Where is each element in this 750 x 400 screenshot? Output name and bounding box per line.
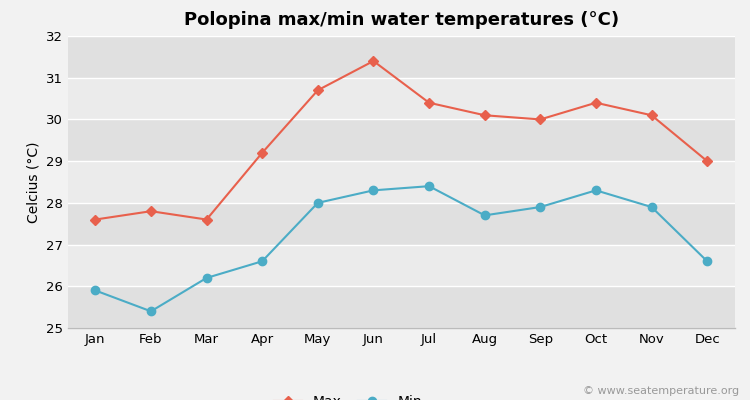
Min	[146, 309, 155, 314]
Max	[592, 100, 601, 105]
Min	[314, 200, 322, 205]
Max	[647, 113, 656, 118]
Max	[146, 209, 155, 214]
Bar	[68, 78, 735, 120]
Min	[91, 288, 100, 293]
Min	[480, 213, 489, 218]
Bar	[68, 286, 735, 328]
Legend: Max, Min: Max, Min	[274, 395, 422, 400]
Bar	[68, 36, 735, 78]
Text: © www.seatemperature.org: © www.seatemperature.org	[583, 386, 739, 396]
Min	[202, 276, 211, 280]
Bar	[68, 161, 735, 203]
Max	[369, 59, 378, 64]
Bar	[68, 120, 735, 161]
Min	[258, 259, 267, 264]
Max	[202, 217, 211, 222]
Max	[424, 100, 433, 105]
Min	[369, 188, 378, 193]
Max	[91, 217, 100, 222]
Bar	[68, 203, 735, 244]
Y-axis label: Celcius (°C): Celcius (°C)	[26, 141, 40, 223]
Min	[536, 205, 544, 210]
Title: Polopina max/min water temperatures (°C): Polopina max/min water temperatures (°C)	[184, 11, 619, 29]
Max	[258, 150, 267, 155]
Min	[592, 188, 601, 193]
Min	[424, 184, 433, 188]
Max	[536, 117, 544, 122]
Max	[703, 159, 712, 164]
Line: Min: Min	[92, 182, 711, 316]
Max	[480, 113, 489, 118]
Min	[647, 205, 656, 210]
Min	[703, 259, 712, 264]
Line: Max: Max	[92, 57, 711, 223]
Max	[314, 88, 322, 93]
Bar	[68, 244, 735, 286]
